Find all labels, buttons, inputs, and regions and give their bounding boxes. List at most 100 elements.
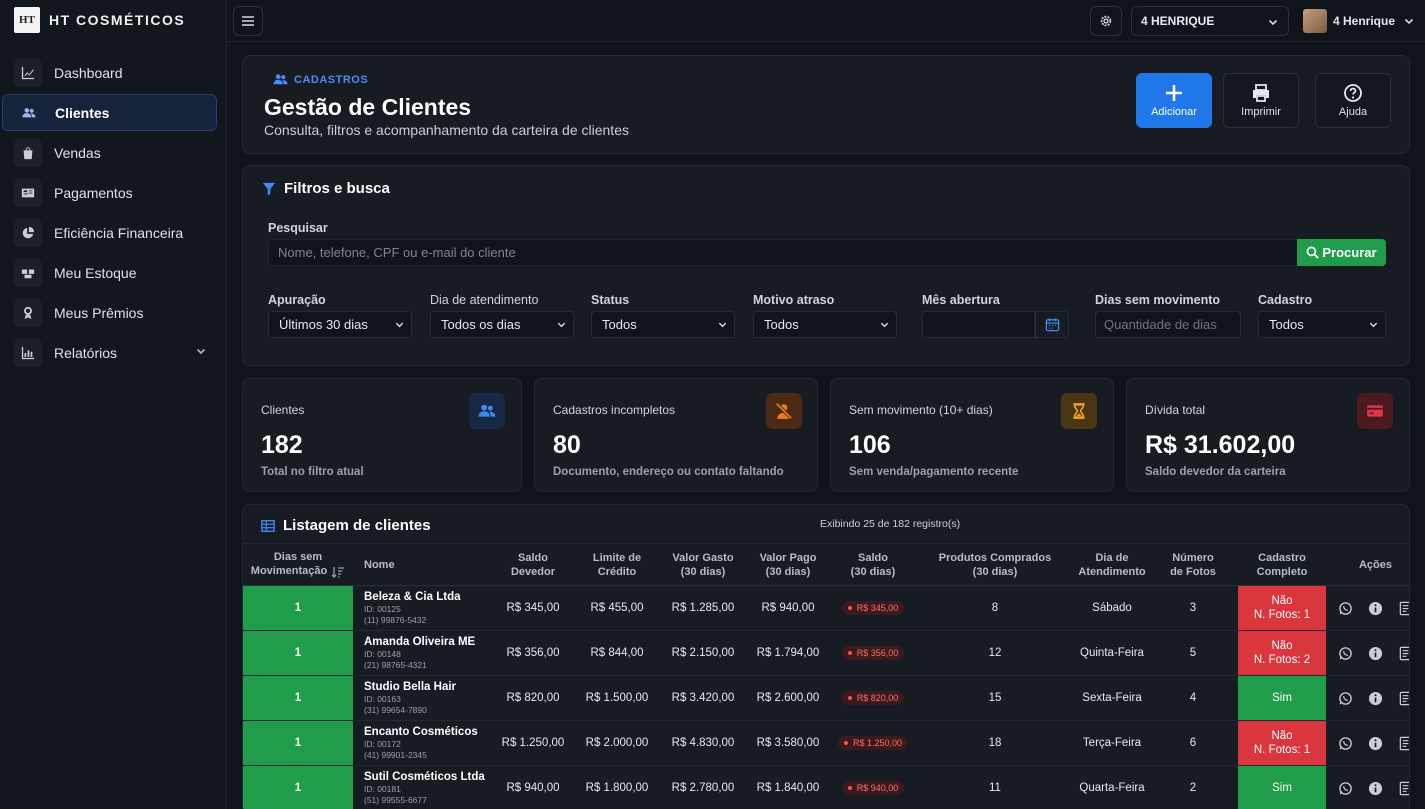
saldo-badge: R$ 940,00	[841, 781, 905, 795]
sidebar-item-meus-premios[interactable]: Meus Prêmios	[2, 294, 217, 331]
col-label: (30 dias)	[850, 565, 896, 578]
search-button[interactable]: Procurar	[1297, 239, 1386, 266]
sidebar-item-clientes[interactable]: Clientes	[2, 94, 217, 131]
sidebar-item-label: Pagamentos	[54, 184, 133, 201]
sidebar-item-dashboard[interactable]: Dashboard	[2, 54, 217, 91]
col-dias-sem-movimentacao[interactable]: Dias sem Movimentação	[243, 543, 353, 586]
client-name[interactable]: Amanda Oliveira ME	[364, 636, 476, 648]
brand[interactable]: HT HT COSMÉTICOS	[0, 0, 226, 40]
cadastro-completo-cell: Não N. Fotos: 2	[1238, 630, 1326, 676]
avatar	[1303, 9, 1327, 33]
cadastro-status: Não	[1271, 595, 1293, 607]
document-icon[interactable]	[1398, 601, 1410, 616]
client-name[interactable]: Encanto Cosméticos	[364, 726, 478, 738]
table-row[interactable]: 1 Beleza & Cia Ltda ID: 00125 (11) 99876-54…	[243, 585, 1410, 631]
cadastro-select[interactable]: Todos	[1258, 311, 1386, 338]
col-cadastro-completo[interactable]: Cadastro Completo	[1238, 543, 1326, 586]
table-header-row: Dias sem Movimentação Nome Saldo Devedor L…	[243, 543, 1409, 586]
settings-button[interactable]	[1090, 6, 1122, 36]
saldo-cell: R$ 940,00	[832, 765, 914, 809]
print-button-label: Imprimir	[1241, 106, 1281, 118]
whatsapp-icon[interactable]	[1338, 691, 1353, 706]
table-row[interactable]: 1 Studio Bella Hair ID: 00163 (31) 99654-78…	[243, 675, 1410, 721]
sidebar-item-vendas[interactable]: Vendas	[2, 134, 217, 171]
client-name-cell[interactable]: Studio Bella Hair ID: 00163 (31) 99654-789…	[353, 675, 494, 721]
client-name[interactable]: Studio Bella Hair	[364, 681, 457, 693]
table-row[interactable]: 1 Amanda Oliveira ME ID: 00148 (21) 98765-4…	[243, 630, 1410, 676]
client-name-cell[interactable]: Encanto Cosméticos ID: 00172 (41) 99901-23…	[353, 720, 494, 766]
chevron-down-icon	[557, 322, 566, 328]
chevron-down-icon	[1268, 19, 1278, 26]
clients-table: Dias sem Movimentação Nome Saldo Devedor L…	[243, 543, 1410, 809]
col-valor-gasto[interactable]: Valor Gasto (30 dias)	[662, 543, 744, 586]
status-select[interactable]: Todos	[591, 311, 735, 338]
col-limite-credito[interactable]: Limite de Crédito	[572, 543, 662, 586]
search-input[interactable]: Nome, telefone, CPF ou e-mail do cliente	[268, 239, 1298, 266]
info-icon[interactable]	[1368, 691, 1383, 706]
user-menu[interactable]: 4 Henrique	[1303, 8, 1415, 34]
document-icon[interactable]	[1398, 781, 1410, 796]
chevron-down-icon	[718, 322, 727, 328]
dias-sem-movimento-input[interactable]: Quantidade de dias	[1095, 311, 1241, 338]
store-select[interactable]: 4 HENRIQUE	[1131, 6, 1289, 36]
client-name[interactable]: Sutil Cosméticos Ltda	[364, 771, 485, 783]
col-saldo[interactable]: Saldo (30 dias)	[832, 543, 914, 586]
gear-icon	[1100, 15, 1112, 27]
boxes-icon	[14, 258, 42, 287]
apuracao-select[interactable]: Últimos 30 dias	[268, 311, 412, 338]
info-icon[interactable]	[1368, 646, 1383, 661]
chevron-down-icon	[1369, 322, 1378, 328]
list-title: Listagem de clientes	[261, 517, 431, 534]
whatsapp-icon[interactable]	[1338, 736, 1353, 751]
whatsapp-icon[interactable]	[1338, 781, 1353, 796]
col-label: Dia de	[1095, 551, 1129, 564]
status-value: Todos	[602, 317, 637, 332]
whatsapp-icon[interactable]	[1338, 601, 1353, 616]
col-valor-pago[interactable]: Valor Pago (30 dias)	[744, 543, 832, 586]
mes-abertura-input[interactable]	[922, 311, 1035, 338]
help-button[interactable]: Ajuda	[1315, 73, 1391, 128]
sidebar-item-relatorios[interactable]: Relatórios	[2, 334, 217, 371]
col-label: Movimentação	[250, 565, 328, 578]
info-icon[interactable]	[1368, 736, 1383, 751]
sidebar-item-pagamentos[interactable]: Pagamentos	[2, 174, 217, 211]
search-icon	[1306, 246, 1320, 259]
col-acoes: Ações	[1326, 543, 1409, 586]
sidebar-item-eficiencia-financeira[interactable]: Eficiência Financeira	[2, 214, 217, 251]
cadastro-label: Cadastro	[1258, 293, 1313, 307]
col-saldo-devedor[interactable]: Saldo Devedor	[494, 543, 572, 586]
sidebar-item-meu-estoque[interactable]: Meu Estoque	[2, 254, 217, 291]
info-icon[interactable]	[1368, 601, 1383, 616]
document-icon[interactable]	[1398, 646, 1410, 661]
client-name-cell[interactable]: Amanda Oliveira ME ID: 00148 (21) 98765-43…	[353, 630, 494, 676]
sort-icon[interactable]	[331, 565, 345, 579]
mes-abertura-label: Mês abertura	[922, 293, 1000, 307]
col-nome[interactable]: Nome	[353, 543, 494, 586]
table-row[interactable]: 1 Encanto Cosméticos ID: 00172 (41) 99901-2…	[243, 720, 1410, 766]
info-icon[interactable]	[1368, 781, 1383, 796]
document-icon[interactable]	[1398, 736, 1410, 751]
col-dia-atendimento[interactable]: Dia de Atendimento	[1076, 543, 1148, 586]
col-produtos-comprados[interactable]: Produtos Comprados (30 dias)	[914, 543, 1076, 586]
client-name-cell[interactable]: Beleza & Cia Ltda ID: 00125 (11) 99876-543…	[353, 585, 494, 631]
col-numero-fotos[interactable]: Número de Fotos	[1148, 543, 1238, 586]
table-row[interactable]: 1 Sutil Cosméticos Ltda ID: 00181 (51) 9955…	[243, 765, 1410, 809]
menu-toggle-button[interactable]	[233, 6, 263, 36]
calendar-button[interactable]	[1035, 311, 1069, 338]
dias-sem-movimentacao-cell: 1	[243, 675, 353, 721]
row-actions	[1326, 736, 1410, 751]
numero-fotos-cell: 5	[1148, 630, 1238, 676]
print-button[interactable]: Imprimir	[1223, 73, 1299, 128]
dia-atendimento-cell: Quarta-Feira	[1076, 765, 1148, 809]
stat-card-cadastros-incompletos: Cadastros incompletos 80 Documento, ende…	[534, 378, 818, 492]
stat-card-label: Clientes	[261, 403, 305, 417]
document-icon[interactable]	[1398, 691, 1410, 706]
col-label: Número	[1172, 551, 1214, 564]
client-name-cell[interactable]: Sutil Cosméticos Ltda ID: 00181 (51) 99555…	[353, 765, 494, 809]
whatsapp-icon[interactable]	[1338, 646, 1353, 661]
motivo-atraso-select[interactable]: Todos	[753, 311, 897, 338]
status-label: Status	[591, 293, 630, 307]
add-button[interactable]: Adicionar	[1136, 73, 1212, 128]
dia-atendimento-select[interactable]: Todos os dias	[430, 311, 574, 338]
client-name[interactable]: Beleza & Cia Ltda	[364, 591, 461, 603]
